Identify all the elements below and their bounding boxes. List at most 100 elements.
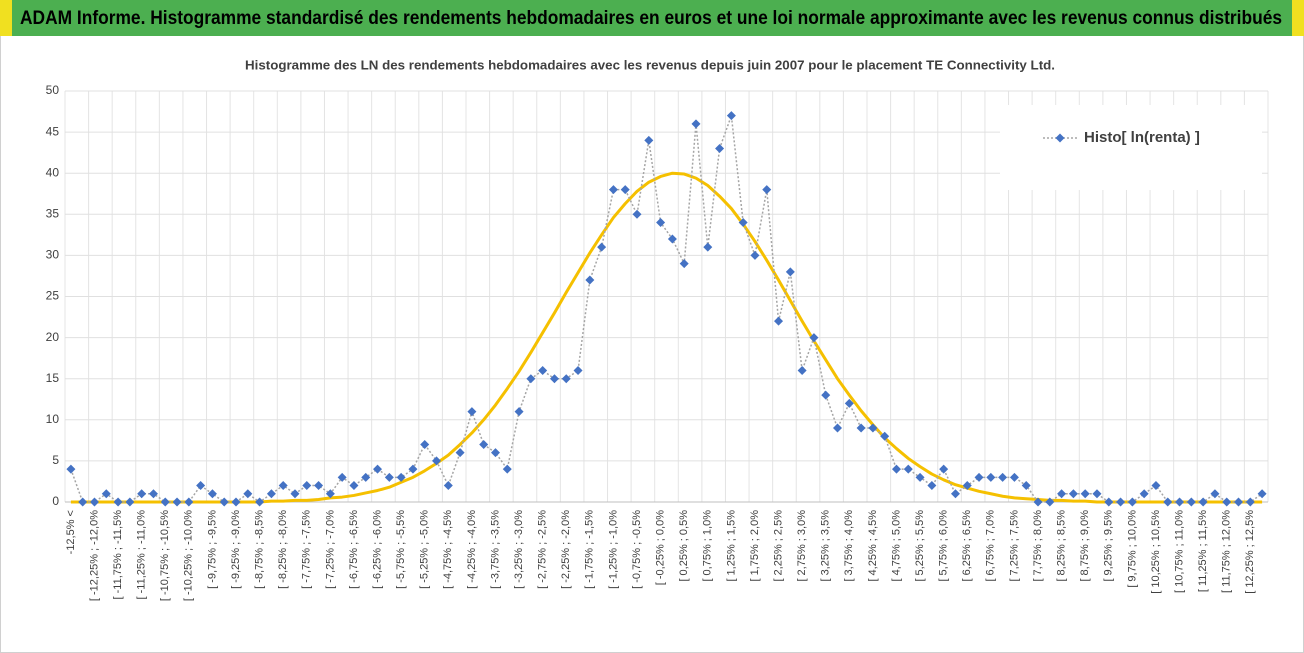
data-point [738,218,748,228]
y-tick-label: 25 [46,289,60,303]
data-point [915,472,925,482]
x-tick-label: [ -1,75% ; -1,5% [584,510,596,589]
data-point [821,390,831,400]
x-tick-label: [ 4,75% ; 5,0% [890,510,902,582]
data-point [207,489,217,499]
x-tick-label: [ -10,25% ; -10,0% [183,510,195,601]
data-point [620,185,630,195]
x-tick-label: [ -5,75% ; -5,5% [395,510,407,589]
y-tick-label: 10 [46,412,60,426]
data-point [337,472,347,482]
data-point [148,489,158,499]
data-point [1186,497,1196,507]
x-tick-label: [ 6,75% ; 7,0% [985,510,997,582]
y-tick-label: 5 [52,453,59,467]
data-point [443,481,453,491]
data-point [1116,497,1126,507]
data-point [1222,497,1232,507]
x-tick-label: [ -2,75% ; -2,5% [537,510,549,589]
x-tick-label: [ 7,75% ; 8,0% [1032,510,1044,582]
data-point [302,481,312,491]
data-point [561,374,571,384]
data-point [314,481,324,491]
x-tick-label: [ 2,25% ; 2,5% [772,510,784,582]
x-tick-label: [ -1,25% ; -1,0% [607,510,619,589]
data-point [1245,497,1255,507]
data-point [644,135,654,145]
data-point [549,374,559,384]
title-bar-edge [0,0,12,36]
data-point [408,464,418,474]
x-tick-label: [ 10,25% ; 10,5% [1150,510,1162,594]
data-point [538,365,548,375]
data-point [667,234,677,244]
y-tick-label: 15 [46,371,60,385]
data-point [1198,497,1208,507]
x-tick-label: [ 5,75% ; 6,0% [938,510,950,582]
x-tick-label: [ -10,75% ; -10,5% [159,510,171,601]
data-point [585,275,595,285]
data-point [1009,472,1019,482]
data-point [184,497,194,507]
data-point [490,448,500,458]
x-tick-label: [ -0,75% ; -0,5% [631,510,643,589]
x-tick-label: [ -3,25% ; -3,0% [513,510,525,589]
data-point [349,481,359,491]
data-point [455,448,465,458]
chart-title: ADAM Informe. Histogramme standardisé de… [20,8,1282,29]
data-point [774,316,784,326]
data-point [467,407,477,417]
data-point [396,472,406,482]
data-point [432,456,442,466]
data-point [998,472,1008,482]
data-point [679,259,689,269]
x-tick-label: [ 0,75% ; 1,0% [702,510,714,582]
x-tick-label: [ -7,25% ; -7,0% [324,510,336,589]
data-point [137,489,147,499]
data-point [844,398,854,408]
data-point [325,489,335,499]
x-tick-label: [ 0,25% ; 0,5% [678,510,690,582]
legend-marker [1055,133,1065,143]
x-tick-label: [ 5,25% ; 5,5% [914,510,926,582]
data-point [939,464,949,474]
data-point [656,218,666,228]
data-point [573,365,583,375]
y-tick-label: 20 [46,330,60,344]
data-point [78,497,88,507]
data-point [125,497,135,507]
data-point [101,489,111,499]
data-point [384,472,394,482]
data-point [797,365,807,375]
data-point [1057,489,1067,499]
data-point [1139,489,1149,499]
x-tick-label: [ -11,75% ; -11,5% [112,510,124,600]
data-point [113,497,123,507]
x-tick-label: [ -12,25% ; -12,0% [88,510,100,601]
data-point [608,185,618,195]
normal-curve [70,171,1263,504]
data-point [986,472,996,482]
data-point [868,423,878,433]
x-tick-label: [ -7,75% ; -7,5% [301,510,313,589]
x-tick-label: [ -6,25% ; -6,0% [371,510,383,589]
data-point [785,267,795,277]
data-point [1068,489,1078,499]
x-tick-label: [ -11,25% ; -11,0% [136,510,148,600]
data-point [266,489,276,499]
data-point [1234,497,1244,507]
x-tick-label: [ 7,25% ; 7,5% [1008,510,1020,582]
legend-box [1000,105,1262,190]
title-bar [0,0,1304,36]
x-tick-label: [ 1,75% ; 2,0% [749,510,761,582]
x-tick-label: [ 8,25% ; 8,5% [1056,510,1068,582]
x-tick-label: [ 9,75% ; 10,0% [1126,510,1138,588]
y-tick-label: 30 [46,248,60,262]
x-tick-label: [ -4,25% ; -4,0% [466,510,478,589]
data-point [597,242,607,252]
x-tick-label: [ 4,25% ; 4,5% [867,510,879,582]
y-tick-label: 40 [46,165,60,179]
data-point [1127,497,1137,507]
data-point [809,333,819,343]
